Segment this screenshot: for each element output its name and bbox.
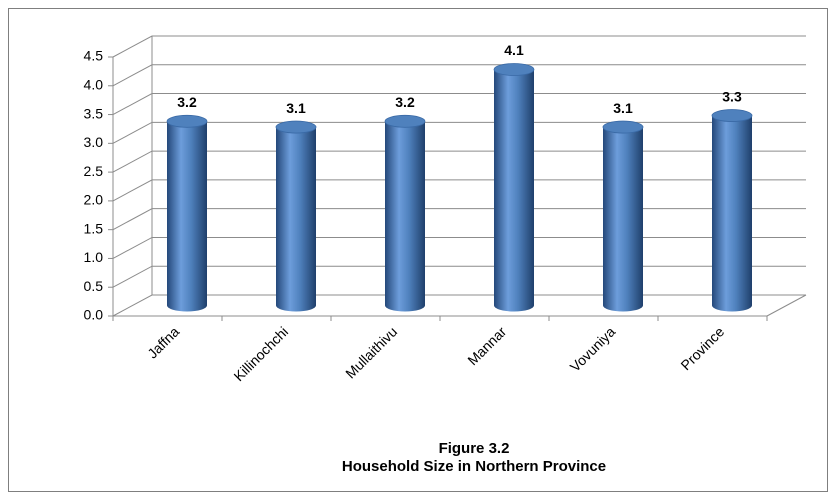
grid-line [112,121,806,144]
y-tick-label: 3.5 [84,105,104,121]
y-tick-label: 1.0 [84,249,104,265]
data-label: 4.1 [504,42,524,58]
grid-line [112,64,806,87]
y-tick-label: 2.5 [84,163,104,179]
data-label: 3.1 [286,100,306,116]
data-label: 3.3 [722,88,742,104]
data-label: 3.1 [613,100,633,116]
grid-line [112,265,806,288]
bar-top [384,114,426,128]
grid-line [112,294,806,317]
grid-line [112,35,806,58]
grid-line [112,236,806,259]
bar [711,109,753,312]
bar-top [602,120,644,134]
bar [602,120,644,312]
bar [275,120,317,312]
grid-line [112,150,806,173]
floor-right [766,294,807,317]
y-tick-label: 0.5 [84,278,104,294]
grid-line [112,208,806,231]
bar-top [275,120,317,134]
bar-top [493,63,535,76]
chart-title: Figure 3.2 [439,440,510,457]
y-tick-label: 0.0 [84,307,104,323]
data-label: 3.2 [177,94,197,110]
data-label: 3.2 [395,94,415,110]
bar [166,114,208,312]
plot-area: 0.00.51.01.52.02.53.03.54.04.5Jaffna3.2K… [84,35,807,384]
y-tick-label: 4.5 [84,48,104,64]
grid-line [112,179,806,202]
y-tick-label: 1.5 [84,220,104,236]
y-tick-label: 2.0 [84,192,104,208]
grid-line [112,93,806,115]
bar [493,63,535,312]
chart-subtitle: Household Size in Northern Province [342,458,606,475]
bar [384,114,426,312]
bar-body [276,127,316,312]
y-tick-label: 3.0 [84,134,104,150]
bar-top [711,109,753,122]
bar-body [494,69,534,312]
bar-body [603,127,643,312]
bar-body [385,121,425,312]
bar-top [166,114,208,128]
y-tick-label: 4.0 [84,76,104,92]
bar-body [712,115,752,312]
bar-body [167,121,207,312]
